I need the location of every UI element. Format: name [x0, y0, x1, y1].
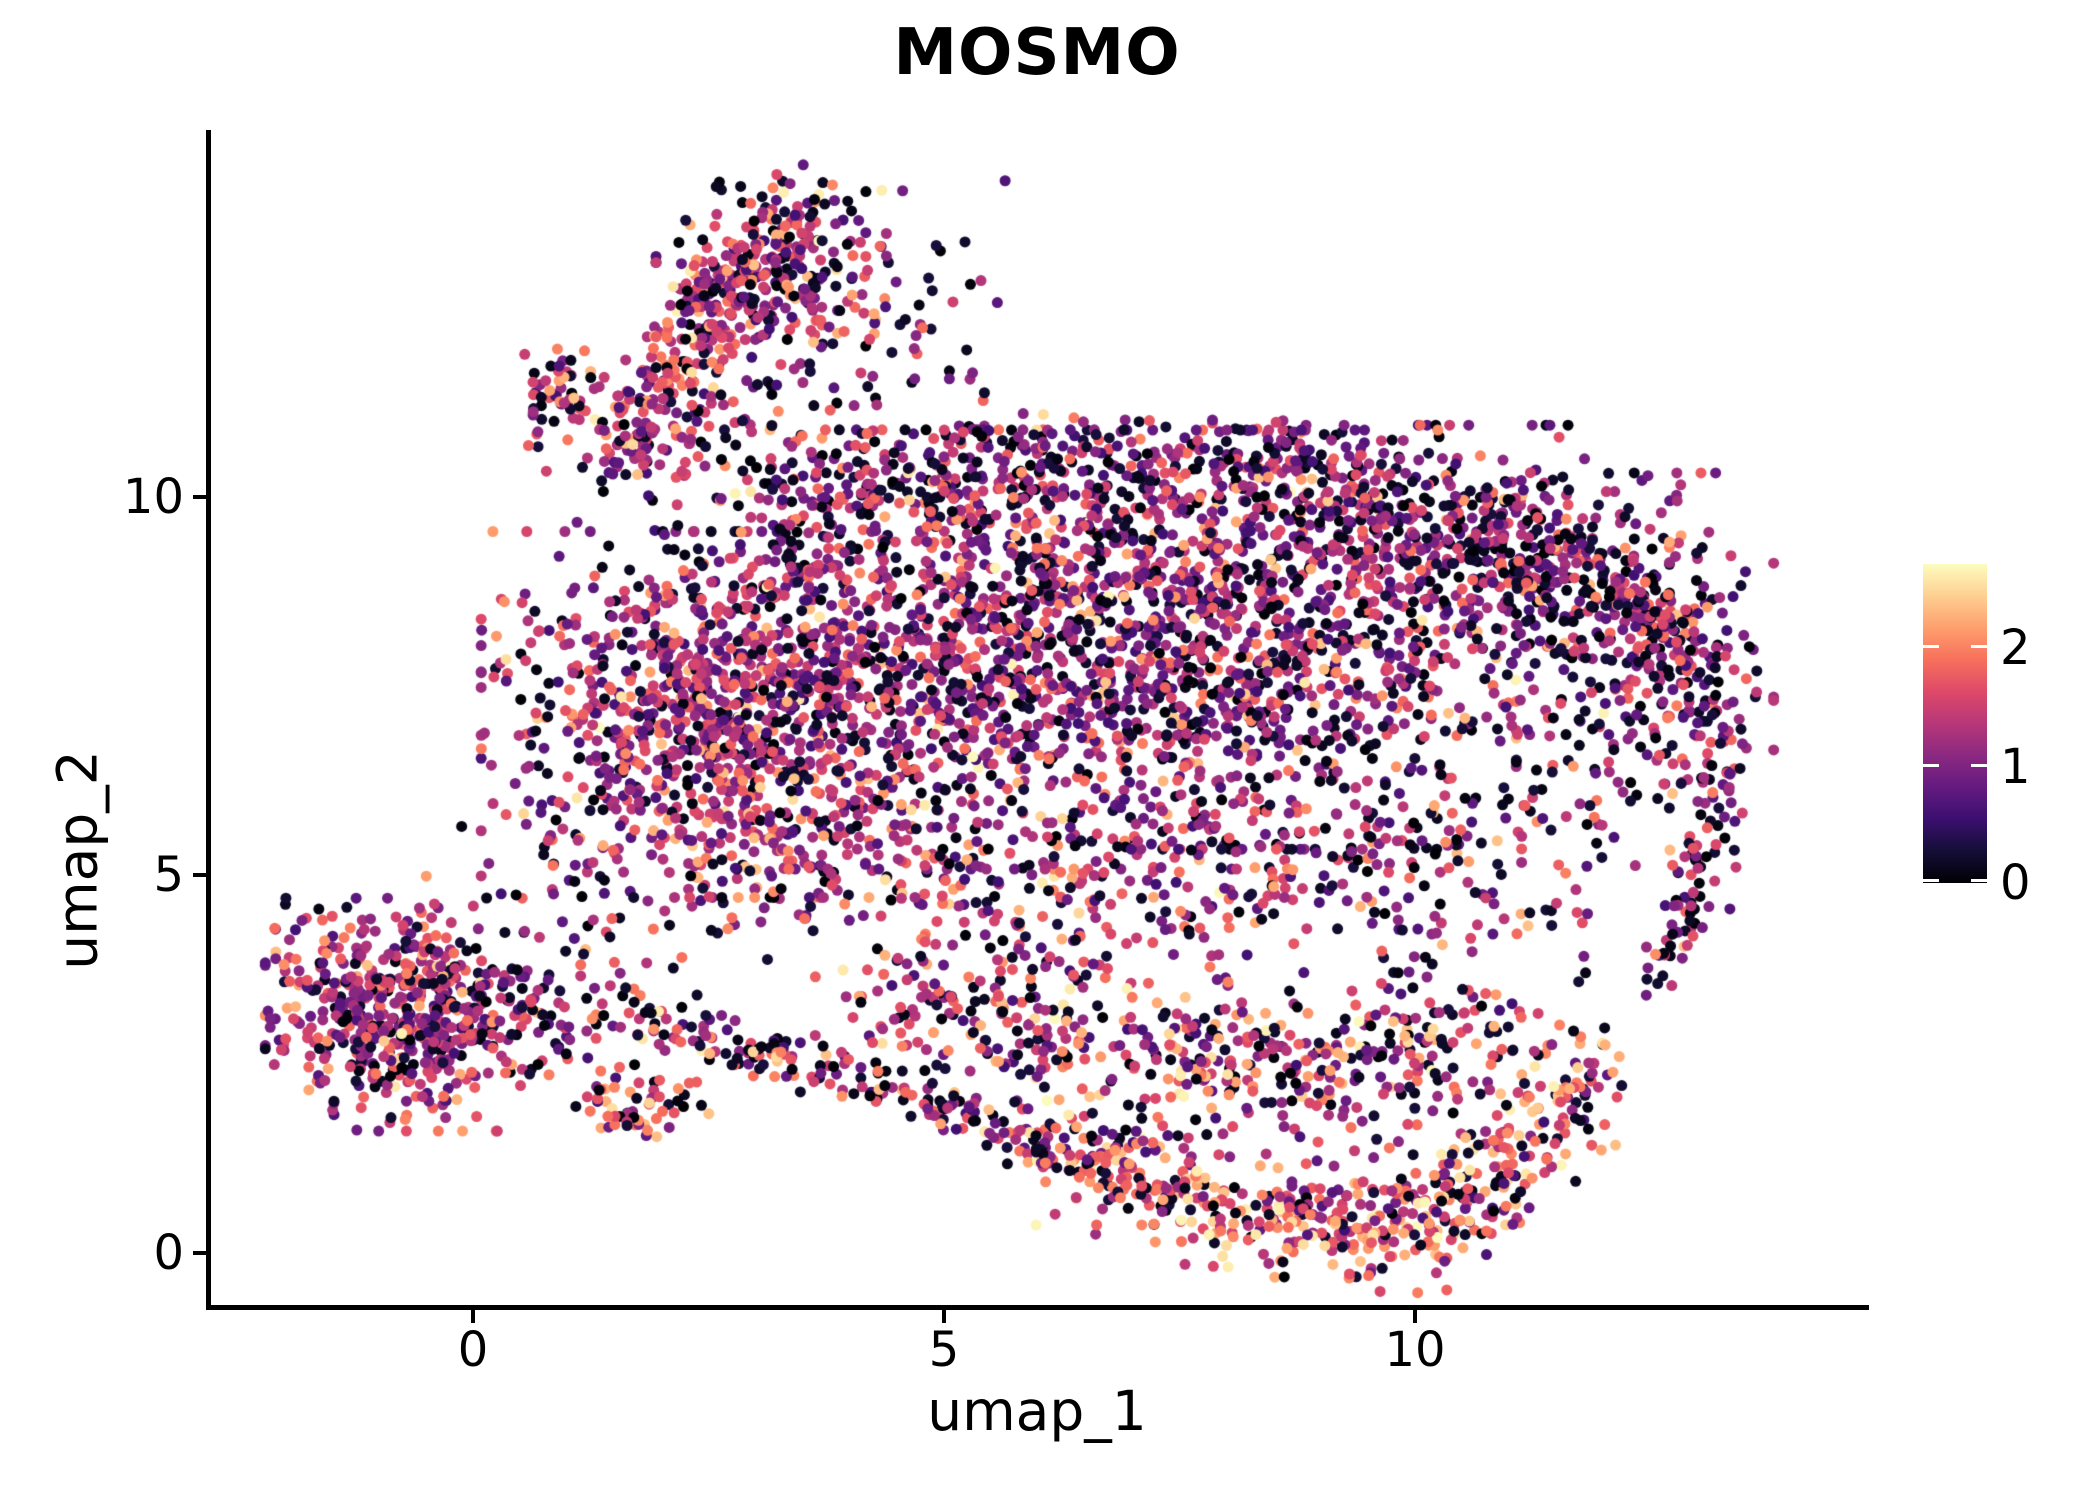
colorbar-tick-mark — [1971, 879, 1987, 882]
colorbar-tick-label: 0 — [2000, 855, 2031, 911]
y-tick-label: 10 — [122, 469, 184, 525]
y-tick-label: 5 — [153, 847, 184, 903]
colorbar-tick-label: 2 — [2000, 620, 2031, 676]
y-tick-label: 0 — [153, 1225, 184, 1281]
scatter-canvas — [211, 130, 1869, 1305]
x-tick-mark — [942, 1310, 946, 1323]
colorbar-tick-label: 1 — [2000, 739, 2031, 795]
colorbar-tick-mark — [1923, 764, 1939, 767]
y-tick-mark — [193, 873, 206, 877]
chart-title: MOSMO — [893, 16, 1181, 90]
x-tick-label: 5 — [928, 1322, 960, 1378]
x-tick-mark — [471, 1310, 475, 1323]
x-axis-title: umap_1 — [927, 1379, 1147, 1443]
x-tick-mark — [1413, 1310, 1417, 1323]
x-tick-label: 10 — [1384, 1322, 1446, 1378]
colorbar — [1923, 564, 1987, 883]
colorbar-tick-mark — [1923, 645, 1939, 648]
y-tick-mark — [193, 495, 206, 499]
colorbar-tick-mark — [1971, 764, 1987, 767]
plot-area — [206, 130, 1869, 1310]
colorbar-tick-mark — [1971, 645, 1987, 648]
y-tick-mark — [193, 1251, 206, 1255]
colorbar-tick-mark — [1923, 879, 1939, 882]
y-axis-title: umap_2 — [45, 750, 110, 970]
x-tick-label: 0 — [457, 1322, 489, 1378]
